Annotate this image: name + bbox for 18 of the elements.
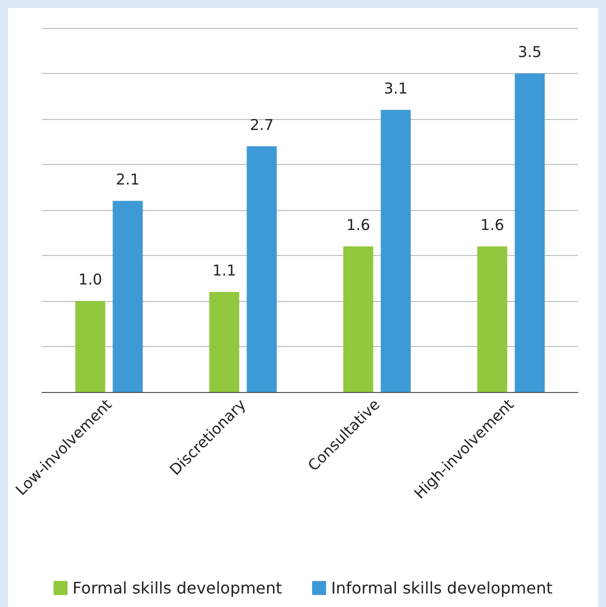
bar: [112, 200, 143, 392]
data-label: 1.0: [78, 270, 102, 288]
legend-label: Informal skills development: [331, 578, 552, 598]
bar: [477, 246, 508, 392]
legend-label: Formal skills development: [72, 578, 282, 598]
data-label: 3.1: [384, 79, 408, 98]
bar: [75, 301, 106, 392]
data-label: 1.1: [212, 261, 236, 280]
bar: [246, 146, 277, 392]
data-label: 3.5: [518, 43, 542, 61]
bar: [514, 74, 545, 392]
bar: [380, 110, 411, 392]
data-label: 2.7: [250, 116, 274, 134]
data-label: 1.6: [480, 216, 504, 234]
data-label: 1.6: [346, 216, 370, 234]
bar: [209, 292, 240, 392]
data-label: 2.1: [116, 170, 140, 188]
bar: [343, 246, 374, 392]
